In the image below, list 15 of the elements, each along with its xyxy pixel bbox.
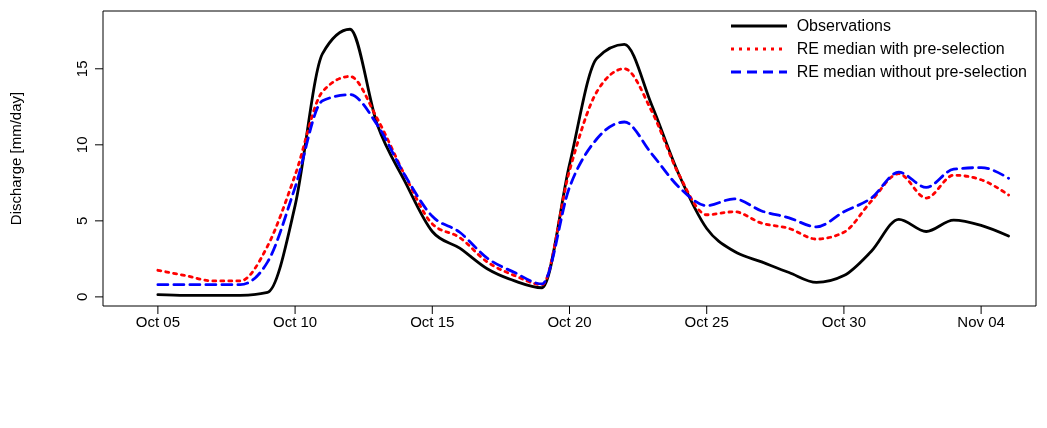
y-tick-label: 5	[73, 216, 90, 226]
legend-label: Observations	[796, 16, 891, 35]
legend-label: RE median with pre-selection	[796, 39, 1005, 58]
y-tick-label: 0	[73, 292, 90, 302]
y-tick-label: 10	[73, 136, 90, 154]
legend-label: RE median without pre-selection	[796, 62, 1027, 81]
x-tick-label: Nov 04	[957, 312, 1005, 330]
x-tick-label: Oct 15	[410, 312, 455, 330]
y-axis-title: Discharge [mm/day]	[7, 91, 25, 226]
x-tick-label: Oct 30	[821, 312, 867, 330]
x-tick-label: Oct 10	[272, 312, 318, 330]
y-tick-label: 15	[73, 60, 90, 78]
x-tick-label: Oct 20	[547, 312, 592, 330]
x-tick-label: Oct 05	[135, 312, 180, 330]
x-tick-label: Oct 25	[684, 312, 729, 330]
